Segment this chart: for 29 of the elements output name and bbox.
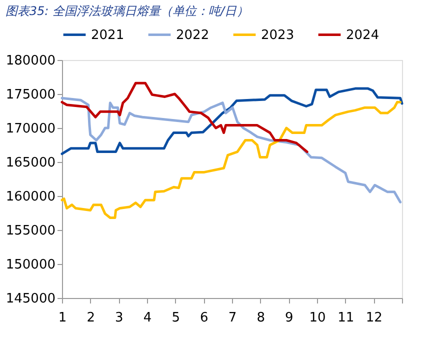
line-series: [60, 96, 402, 204]
y-tick-label: 170000: [6, 122, 56, 136]
line-series: [60, 100, 402, 220]
legend-label: 2021: [91, 28, 124, 43]
line-series: [60, 87, 404, 156]
y-tick-label: 180000: [6, 54, 56, 68]
x-tick-label: 6: [200, 310, 208, 326]
x-tick-label: 2: [86, 310, 95, 326]
x-tick-label: 5: [172, 310, 180, 326]
y-tick-label: 145000: [6, 292, 56, 306]
x-tick-label: 8: [256, 310, 265, 326]
x-tick-label: 1: [58, 310, 67, 326]
x-tick-label: 10: [309, 310, 326, 326]
legend-label: 2022: [176, 28, 210, 43]
chart-title: 图表35: 全国浮法玻璃日熔量（单位：吨/日）: [5, 4, 249, 18]
line-series: [60, 82, 308, 154]
x-tick-label: 11: [338, 310, 354, 326]
x-tick-label: 12: [366, 310, 382, 326]
x-tick-label: 4: [143, 310, 152, 326]
y-tick-label: 155000: [6, 224, 56, 238]
x-tick-label: 9: [285, 310, 294, 326]
y-tick-label: 150000: [6, 258, 56, 272]
y-tick-label: 160000: [6, 190, 56, 204]
y-tick-label: 175000: [6, 88, 56, 102]
x-tick-label: 3: [115, 310, 124, 326]
legend-label: 2024: [346, 28, 380, 43]
y-tick-label: 165000: [6, 156, 56, 170]
legend-label: 2023: [261, 28, 294, 43]
x-tick-label: 7: [228, 310, 237, 326]
